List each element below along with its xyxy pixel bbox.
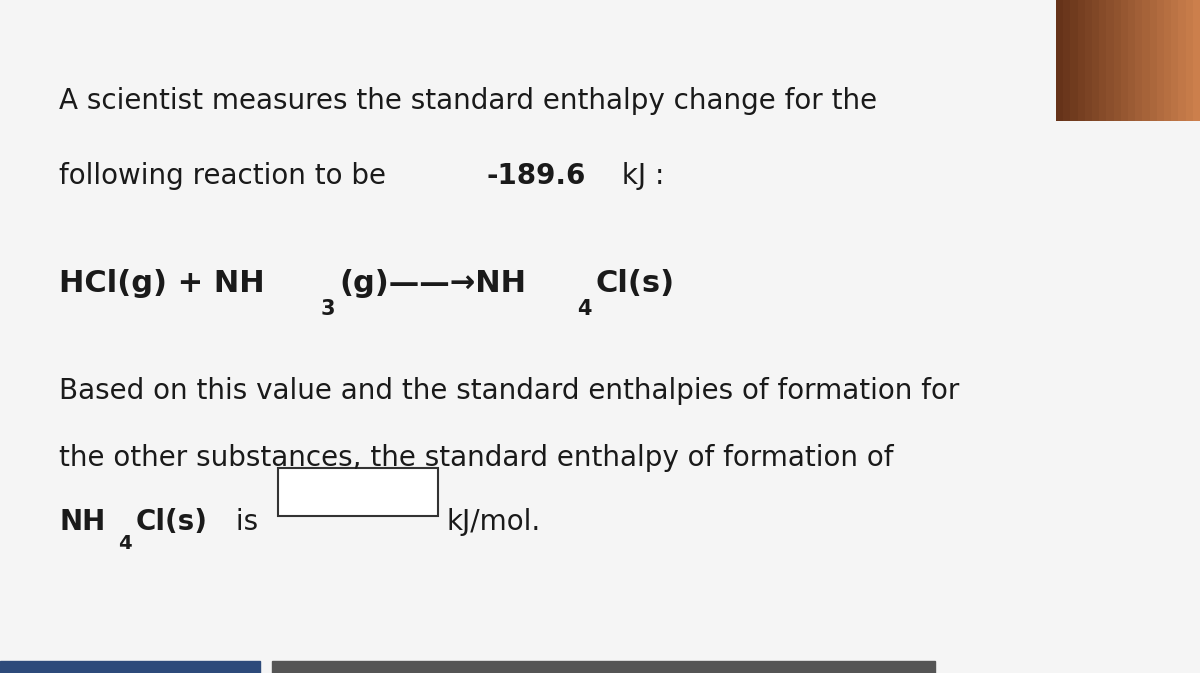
Text: is: is <box>227 508 266 536</box>
Text: Based on this value and the standard enthalpies of formation for: Based on this value and the standard ent… <box>59 377 960 405</box>
Text: NH: NH <box>59 508 106 536</box>
Text: Cl(s): Cl(s) <box>595 269 674 298</box>
Text: kJ :: kJ : <box>613 162 665 190</box>
Bar <box>0 661 260 673</box>
Text: (g)——→NH: (g)——→NH <box>340 269 526 298</box>
Text: 4: 4 <box>577 299 592 320</box>
Text: 3: 3 <box>320 299 335 320</box>
Text: following reaction to be: following reaction to be <box>59 162 395 190</box>
Text: -189.6: -189.6 <box>486 162 586 190</box>
FancyBboxPatch shape <box>278 468 438 516</box>
Text: kJ/mol.: kJ/mol. <box>446 508 541 536</box>
Text: Cl(s): Cl(s) <box>136 508 208 536</box>
Text: A scientist measures the standard enthalpy change for the: A scientist measures the standard enthal… <box>59 87 877 116</box>
Bar <box>272 661 935 673</box>
Text: 4: 4 <box>118 534 132 553</box>
Text: the other substances, the standard enthalpy of formation of: the other substances, the standard entha… <box>59 444 894 472</box>
Text: HCl(g) + NH: HCl(g) + NH <box>59 269 265 298</box>
